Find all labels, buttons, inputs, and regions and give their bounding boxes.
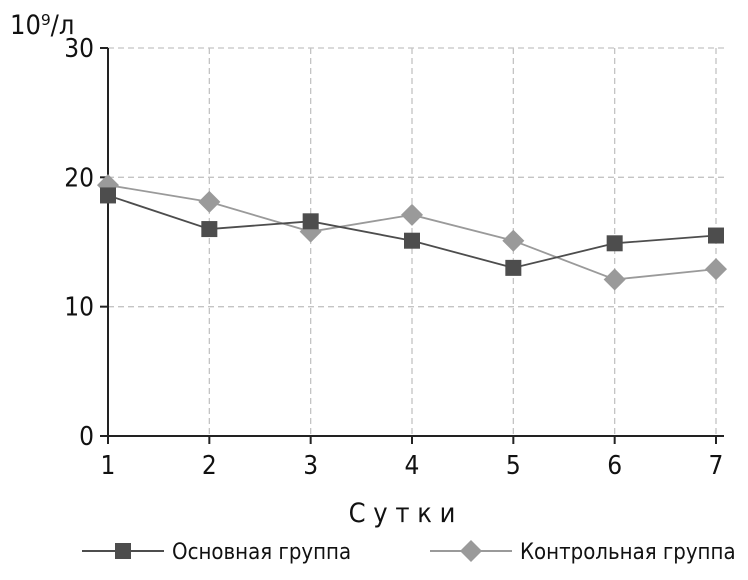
data-point-square	[100, 187, 116, 204]
data-point-square	[201, 221, 218, 238]
x-tick-label: 1	[101, 451, 116, 481]
legend-marker	[115, 543, 131, 559]
data-point-square	[606, 235, 623, 252]
data-point-square	[302, 213, 319, 230]
x-tick-label: 2	[202, 451, 217, 481]
legend-marker	[460, 540, 482, 562]
legend-label: Основная группа	[172, 540, 351, 565]
data-point-diamond	[198, 190, 221, 213]
y-tick-label: 0	[79, 422, 94, 452]
data-point-diamond	[603, 268, 626, 291]
data-point-square	[505, 259, 522, 276]
legend-label: Контрольная группа	[520, 540, 736, 565]
data-point-diamond	[502, 229, 525, 252]
data-point-diamond	[401, 203, 423, 226]
x-tick-label: 5	[506, 451, 521, 481]
axes	[100, 47, 724, 444]
x-tick-label: 6	[607, 451, 622, 481]
data-series	[97, 174, 727, 291]
data-point-diamond	[705, 258, 727, 281]
x-tick-label: 3	[303, 451, 318, 481]
tick-labels: 0 10 20 30 1 2 3 4 5 6 7	[64, 34, 723, 481]
y-tick-label: 10	[64, 293, 94, 323]
legend: Основная группа Контрольная группа	[82, 540, 736, 565]
y-tick-label: 20	[64, 163, 94, 193]
x-tick-label: 7	[709, 451, 724, 481]
x-axis-label: С у т к и	[349, 498, 456, 529]
data-point-square	[708, 227, 724, 244]
y-axis-label: 10⁹/л	[10, 10, 74, 41]
y-tick-label: 30	[64, 34, 94, 64]
data-point-square	[404, 232, 420, 249]
x-tick-label: 4	[405, 451, 420, 481]
